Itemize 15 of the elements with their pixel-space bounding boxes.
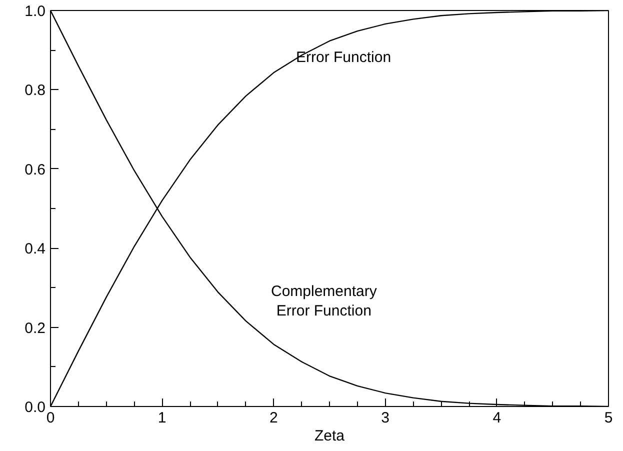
y-tick-label: 0.8 bbox=[24, 82, 46, 100]
x-tick-label: 4 bbox=[492, 410, 502, 426]
x-tick-label: 5 bbox=[604, 410, 613, 426]
y-tick-label: 1.0 bbox=[24, 3, 46, 20]
series-label: Complementary Error Function bbox=[270, 282, 378, 320]
y-tick-label: 0.0 bbox=[24, 399, 46, 416]
y-tick-label: 0.6 bbox=[24, 161, 46, 178]
x-tick-label: 2 bbox=[270, 410, 278, 426]
x-axis-title: Zeta bbox=[314, 428, 346, 444]
x-tick-label: 3 bbox=[381, 410, 390, 426]
x-tick-label: 1 bbox=[158, 410, 166, 426]
series-label: Error Function bbox=[296, 48, 392, 66]
x-tick-label: 0 bbox=[46, 410, 55, 426]
y-tick-label: 0.2 bbox=[24, 320, 46, 337]
y-tick-label: 0.4 bbox=[24, 240, 46, 258]
